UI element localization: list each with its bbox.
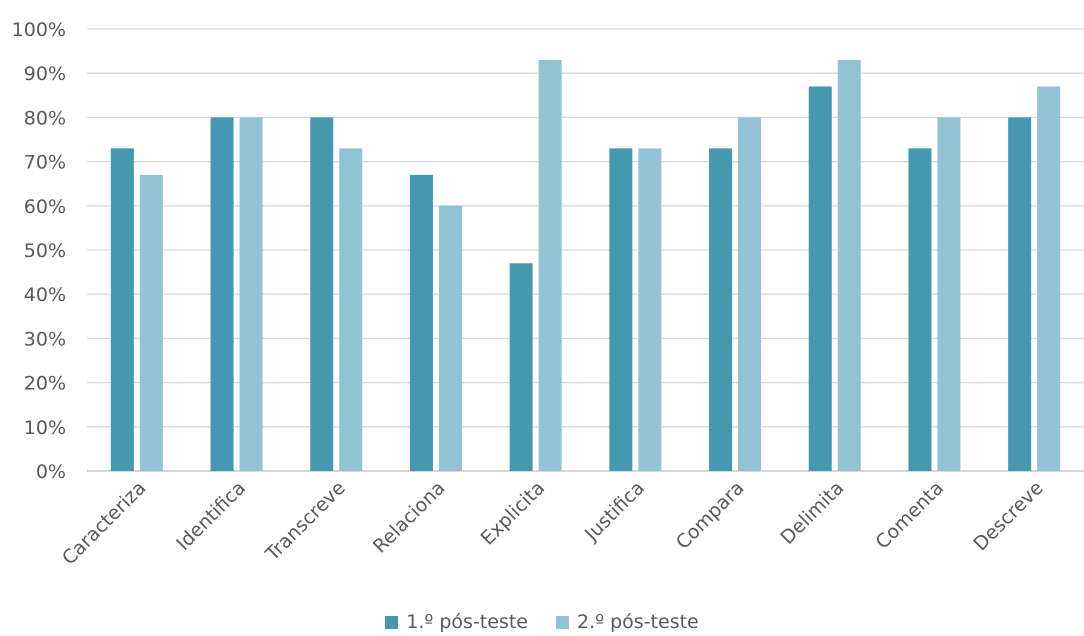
- bar-descreve-series-2: [1037, 86, 1061, 472]
- bar-relaciona-series-1: [409, 174, 433, 472]
- y-tick-label: 50%: [24, 240, 66, 262]
- x-axis-category-labels: Caracteriza Identifica Transcreve Relaciona…: [58, 477, 1048, 569]
- legend-item-series-1: 1.º pós-teste: [385, 611, 528, 633]
- bar-comenta-series-1: [908, 148, 932, 471]
- bar-explicita-series-2: [538, 59, 562, 471]
- bar-delimita-series-1: [808, 86, 832, 472]
- legend: 1.º pós-teste 2.º pós-teste: [0, 608, 1084, 636]
- bar-compara-series-2: [738, 117, 762, 472]
- legend-swatch: [556, 615, 569, 629]
- y-tick-label: 90%: [24, 63, 66, 85]
- legend-label: 1.º pós-teste: [406, 611, 528, 633]
- bar-delimita-series-2: [837, 59, 861, 471]
- x-category-label: Identifica: [172, 477, 250, 555]
- legend-swatch: [385, 615, 399, 629]
- legend-item-series-2: 2.º pós-teste: [556, 611, 699, 633]
- bar-comenta-series-2: [937, 117, 961, 472]
- y-tick-label: 10%: [24, 417, 66, 439]
- y-tick-label: 70%: [24, 152, 66, 174]
- bars: [110, 59, 1061, 472]
- bar-justifica-series-2: [638, 148, 662, 471]
- y-tick-label: 20%: [24, 373, 66, 395]
- x-category-label: Comenta: [871, 477, 948, 554]
- x-category-label: Delimita: [776, 477, 848, 549]
- bar-identifica-series-1: [210, 117, 234, 472]
- bar-chart: 0% 10% 20% 30% 40% 50% 60% 70% 80% 90% 100% Caract…: [12, 19, 1084, 569]
- x-category-label: Descreve: [969, 477, 1047, 555]
- bar-transcreve-series-2: [339, 148, 363, 471]
- bar-descreve-series-1: [1008, 117, 1032, 472]
- x-category-label: Caracteriza: [58, 477, 150, 569]
- y-tick-label: 100%: [12, 19, 66, 41]
- bar-caracteriza-series-2: [139, 174, 163, 472]
- y-axis-tick-labels: 0% 10% 20% 30% 40% 50% 60% 70% 80% 90% 100%: [12, 19, 66, 483]
- x-category-label: Compara: [672, 477, 749, 554]
- bar-caracteriza-series-1: [110, 148, 134, 471]
- y-tick-label: 40%: [24, 284, 66, 306]
- x-category-label: Relaciona: [369, 477, 450, 558]
- y-tick-label: 80%: [24, 107, 66, 129]
- bar-explicita-series-1: [509, 263, 533, 471]
- bar-justifica-series-1: [609, 148, 633, 471]
- y-tick-label: 0%: [36, 461, 66, 483]
- bar-transcreve-series-1: [310, 117, 334, 472]
- x-category-label: Explicita: [477, 477, 550, 550]
- y-tick-label: 60%: [24, 196, 66, 218]
- y-tick-label: 30%: [24, 328, 66, 350]
- bar-relaciona-series-2: [438, 205, 462, 472]
- legend-label: 2.º pós-teste: [577, 611, 699, 633]
- gridlines: [87, 28, 1084, 472]
- x-category-label: Transcreve: [261, 477, 350, 566]
- bar-compara-series-1: [709, 148, 733, 471]
- x-category-label: Justifica: [580, 477, 649, 546]
- bar-identifica-series-2: [239, 117, 263, 472]
